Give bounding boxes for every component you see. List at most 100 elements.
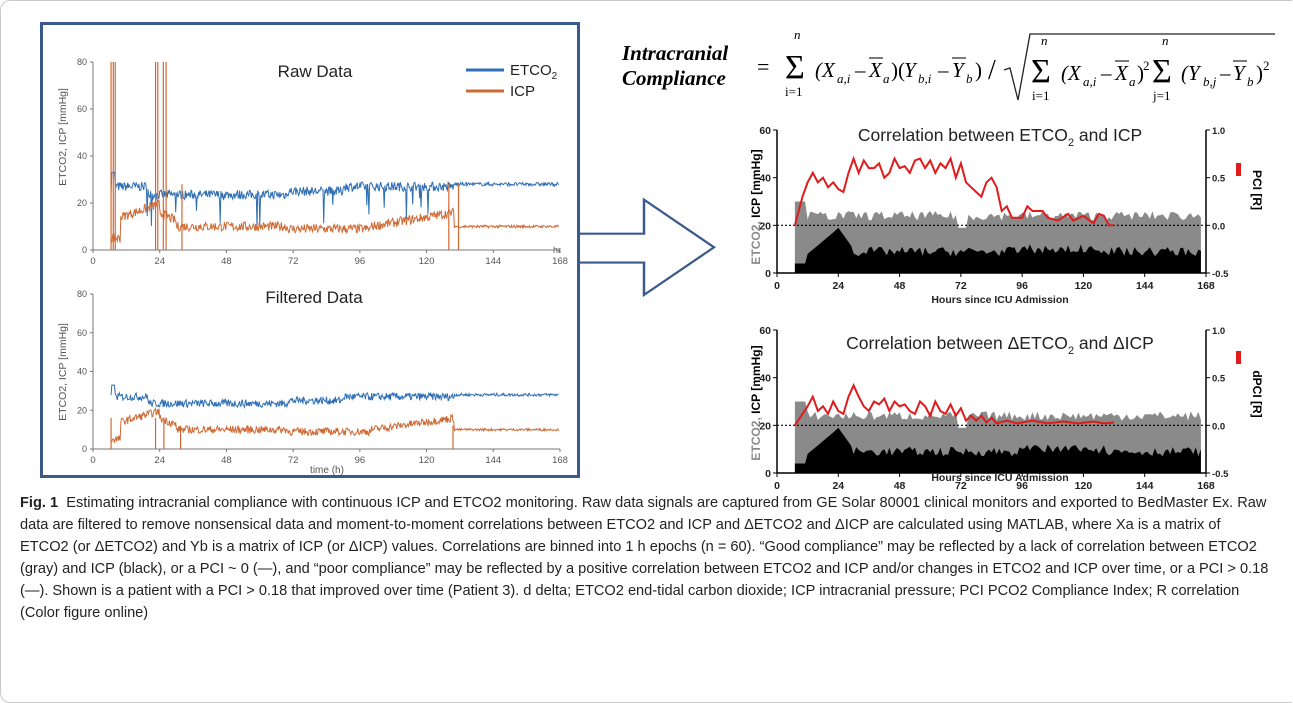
y-tick-label: 60 — [77, 328, 87, 338]
right-panel-charts: Correlation between ETCO2 and ICP ETCO2,… — [749, 125, 1264, 492]
svg-text:ETCO2, ICP [mmHg]: ETCO2, ICP [mmHg] — [749, 345, 763, 460]
svg-text:Correlation between ΔETCO2 and: Correlation between ΔETCO2 and ΔICP — [846, 333, 1154, 357]
left-y-tick-label: 20 — [759, 220, 771, 232]
svg-text:): ) — [1137, 61, 1144, 85]
x-tick-label: 96 — [1016, 280, 1028, 292]
svg-text:Y: Y — [1233, 61, 1247, 85]
svg-text:ETCO2: ETCO2 — [510, 62, 558, 82]
icp-line — [111, 406, 560, 443]
svg-text:n: n — [1162, 33, 1169, 48]
y-tick-label: 40 — [77, 367, 87, 377]
x-tick-label: 144 — [1136, 480, 1154, 492]
y-tick-label: 0 — [82, 444, 87, 454]
svg-text:Σ: Σ — [1031, 53, 1051, 90]
svg-text:n: n — [794, 27, 801, 42]
top-ylabel-icp: ICP [mmHg] — [749, 149, 763, 217]
x-tick-label: 48 — [894, 280, 906, 292]
x-tick-label: 72 — [955, 480, 967, 492]
filtered-data-chart: Filtered Data ETCO2, ICP [mmHg] time (h)… — [57, 288, 568, 476]
pci-line — [794, 382, 1115, 426]
y-tick-label: 80 — [77, 57, 87, 67]
figure-caption: Fig. 1 Estimating intracranial complianc… — [20, 492, 1270, 624]
svg-text:a,i: a,i — [837, 71, 851, 86]
right-y-tick-label: 0.0 — [1212, 221, 1225, 232]
svg-text:(X: (X — [1061, 61, 1082, 85]
svg-text:n: n — [1041, 33, 1048, 48]
pci-line — [793, 155, 1115, 227]
left-y-tick-label: 60 — [759, 325, 771, 337]
svg-text:/: / — [988, 55, 996, 86]
x-tick-label: 168 — [1197, 480, 1215, 492]
svg-text:(Y: (Y — [1181, 61, 1202, 85]
bottom-ylabel-etco: ETCO2, — [749, 414, 763, 461]
x-tick-label: 96 — [1016, 480, 1028, 492]
legend-icp-label: ICP — [510, 83, 535, 100]
x-tick-label: 72 — [288, 455, 299, 466]
svg-text:ETCO2, ICP [mmHg]: ETCO2, ICP [mmHg] — [749, 149, 763, 264]
svg-text:–: – — [1219, 61, 1231, 85]
y-tick-label: 80 — [77, 289, 87, 299]
svg-text:Y: Y — [952, 58, 966, 82]
bottom-ylabel-right: dPCI [R] — [1250, 370, 1264, 417]
x-tick-label: 0 — [774, 480, 780, 492]
x-tick-label: 48 — [221, 455, 232, 466]
right-y-tick-label: 0.0 — [1212, 421, 1225, 432]
svg-text:Σ: Σ — [1152, 53, 1172, 90]
y-tick-label: 20 — [77, 405, 87, 415]
x-tick-label: 96 — [355, 455, 366, 466]
top-pci-legend-swatch — [1236, 163, 1241, 176]
formula-lhs-line2: Compliance — [622, 66, 726, 90]
y-tick-label: 0 — [82, 245, 87, 255]
svg-text:2: 2 — [1143, 58, 1150, 73]
filtered-title: Filtered Data — [265, 288, 363, 307]
x-tick-label: 96 — [355, 256, 366, 267]
svg-text:Y: Y — [904, 58, 918, 82]
x-tick-label: 72 — [955, 280, 967, 292]
arrow-shape — [580, 197, 717, 298]
right-y-tick-label: 1.0 — [1212, 126, 1225, 137]
filtered-ylabel: ETCO2, ICP [mmHg] — [57, 323, 69, 421]
bottom-title: Correlation between ΔETCO — [846, 333, 1068, 353]
x-tick-label: 144 — [485, 256, 501, 267]
svg-text:–: – — [1100, 61, 1112, 85]
svg-text:i=1: i=1 — [785, 84, 802, 99]
x-tick-label: 24 — [154, 455, 165, 466]
x-tick-label: 120 — [1075, 480, 1093, 492]
svg-text:X: X — [1114, 61, 1129, 85]
svg-text:–: – — [937, 58, 949, 82]
x-tick-label: 48 — [894, 480, 906, 492]
left-y-tick-label: 60 — [759, 125, 771, 137]
icp-line — [110, 199, 560, 243]
legend: ETCO2 ICP — [466, 62, 558, 100]
x-tick-label: 24 — [154, 256, 165, 267]
svg-text:a: a — [883, 71, 890, 86]
svg-text:b: b — [1247, 74, 1254, 89]
top-ylabel-etco: ETCO2, — [749, 218, 763, 265]
bottom-ylabel-icp: ICP [mmHg] — [749, 345, 763, 413]
filtered-xlabel: time (h) — [310, 465, 344, 476]
right-y-tick-label: 1.0 — [1212, 326, 1225, 337]
svg-text:–: – — [854, 58, 866, 82]
svg-text:b,i: b,i — [918, 71, 932, 86]
legend-etco2-sub: 2 — [552, 71, 558, 82]
icp-area — [794, 227, 1201, 273]
caption-fig-label: Fig. 1 — [20, 495, 59, 511]
formula-equals: = — [757, 54, 769, 79]
etco2-line — [110, 384, 559, 409]
svg-text:i=1: i=1 — [1032, 88, 1049, 103]
raw-ylabel: ETCO2, ICP [mmHg] — [57, 88, 69, 186]
right-y-tick-label: 0.5 — [1212, 174, 1226, 185]
svg-text:)(: )( — [891, 58, 905, 82]
y-tick-label: 40 — [77, 151, 87, 161]
left-y-tick-label: 0 — [765, 468, 771, 480]
x-tick-label: 144 — [485, 455, 501, 466]
right-y-tick-label: -0.5 — [1212, 269, 1229, 280]
bottom-title-mid: and ΔICP — [1074, 333, 1154, 353]
x-tick-label: 168 — [552, 455, 568, 466]
x-tick-label: 168 — [552, 256, 568, 267]
svg-text:(X: (X — [815, 58, 836, 82]
x-tick-label: 144 — [1136, 280, 1154, 292]
left-y-tick-label: 40 — [759, 173, 771, 185]
x-tick-label: 72 — [288, 256, 299, 267]
top-title-mid: and ICP — [1074, 125, 1142, 145]
